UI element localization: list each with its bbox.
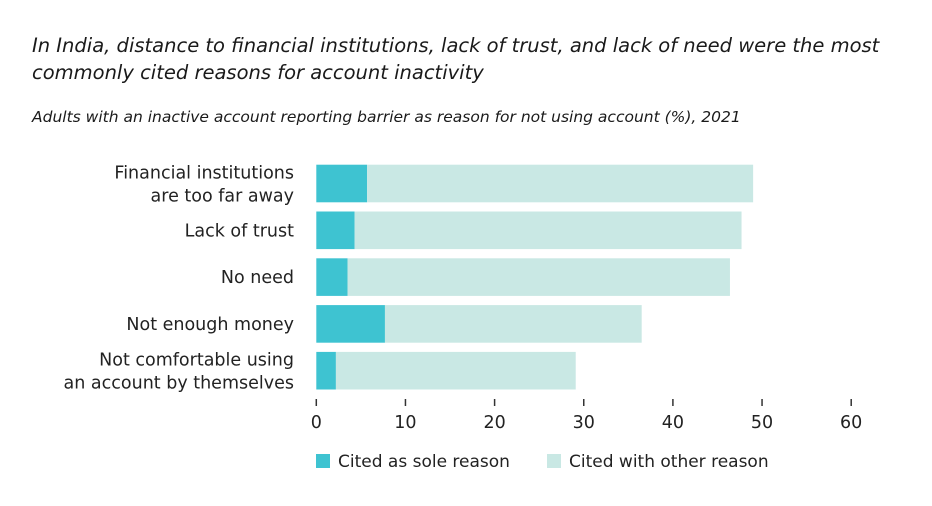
legend-swatch <box>316 454 330 468</box>
category-label: Lack of trust <box>185 221 294 241</box>
category-label: an account by themselves <box>64 374 294 394</box>
x-tick-label: 10 <box>394 413 416 433</box>
legend-label: Cited with other reason <box>569 452 769 472</box>
bar-other-reason <box>335 351 576 390</box>
bar-sole-reason <box>316 258 348 296</box>
x-tick-label: 20 <box>483 413 505 433</box>
category-label: No need <box>221 268 294 288</box>
x-tick-label: 30 <box>573 413 595 433</box>
bar-sole-reason <box>316 164 368 203</box>
bar-other-reason <box>354 211 742 250</box>
x-tick-label: 60 <box>840 413 862 433</box>
legend-label: Cited as sole reason <box>338 452 510 472</box>
bar-other-reason <box>347 258 730 296</box>
legend-swatch <box>547 454 561 468</box>
x-tick-label: 50 <box>751 413 773 433</box>
bar-other-reason <box>384 305 642 343</box>
category-label: Financial institutions <box>114 164 294 184</box>
category-label: Not comfortable using <box>99 351 294 371</box>
x-tick-label: 0 <box>311 413 322 433</box>
bar-sole-reason <box>316 305 385 343</box>
bar-other-reason <box>367 164 754 203</box>
bar-sole-reason <box>316 351 336 390</box>
bar-sole-reason <box>316 211 355 250</box>
chart-title: In India, distance to financial institut… <box>32 34 880 84</box>
x-tick-label: 40 <box>662 413 684 433</box>
category-label: Not enough money <box>126 315 294 335</box>
chart-subtitle: Adults with an inactive account reportin… <box>32 108 741 126</box>
category-label: are too far away <box>151 187 294 207</box>
